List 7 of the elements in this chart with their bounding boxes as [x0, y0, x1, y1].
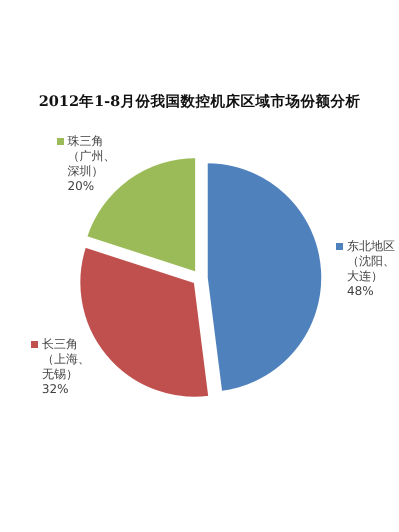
data-label: 32% — [42, 382, 69, 396]
legend-label: 长三角（上海、无锡） — [42, 337, 90, 382]
data-label: 20% — [68, 179, 94, 194]
legend-label: 珠三角（广州、深圳） — [68, 134, 116, 178]
legend-label: 东北地区（沈阳、大连） — [347, 239, 395, 284]
data-label: 48% — [347, 284, 374, 298]
chart-title: 2012年1-8月份我国数控机床区域市场份额分析 — [38, 92, 362, 111]
